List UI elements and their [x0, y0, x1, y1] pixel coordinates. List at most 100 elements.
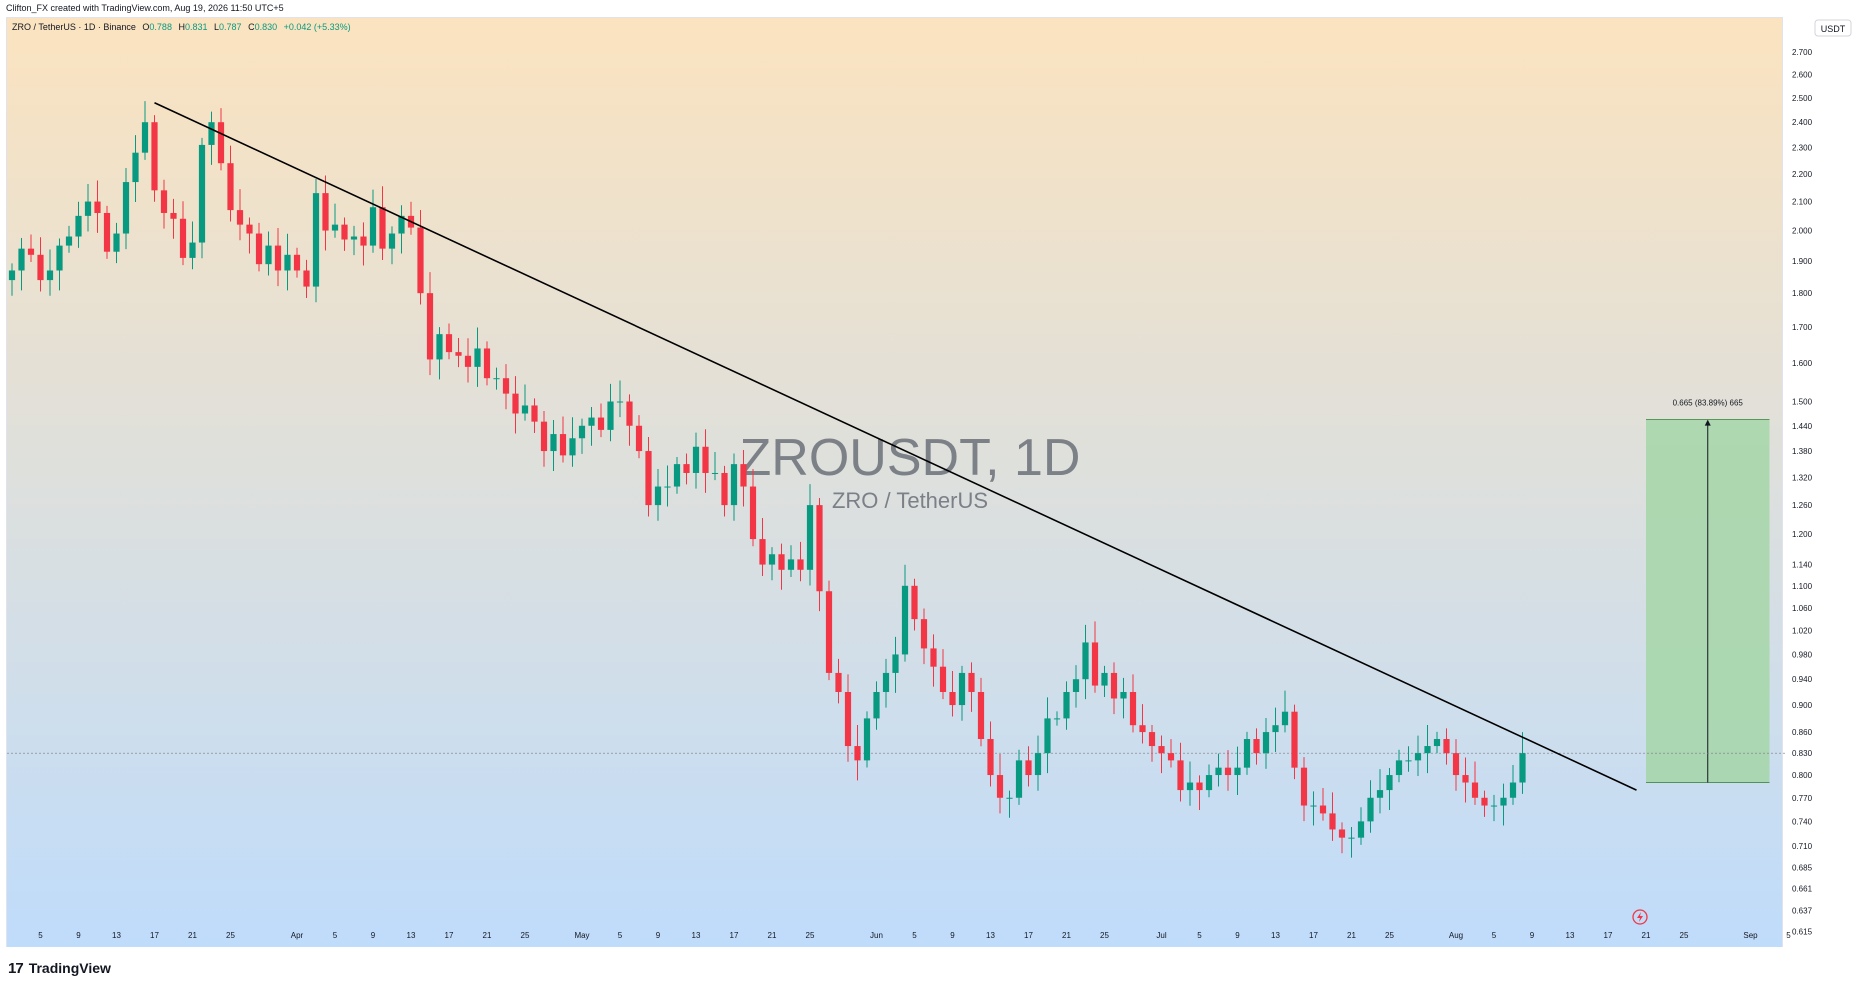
candle-body	[189, 242, 196, 258]
price-tick-label: 0.980	[1792, 650, 1813, 659]
candle-body	[1481, 797, 1488, 806]
time-tick-label: 9	[950, 931, 955, 940]
candle-body	[369, 207, 377, 246]
candle-body	[730, 464, 738, 506]
time-tick-label: 9	[371, 931, 376, 940]
candle-body	[1253, 739, 1260, 754]
candle-body	[1101, 672, 1108, 686]
descending-trendline[interactable]	[154, 101, 1637, 791]
time-tick-label: 17	[1604, 931, 1613, 940]
candle-body	[1471, 782, 1479, 798]
price-tick-label: 0.710	[1792, 842, 1813, 851]
price-range-arrowhead	[1704, 419, 1711, 426]
candle-body	[721, 472, 728, 506]
candle-body	[1490, 805, 1498, 807]
candle-body	[1348, 837, 1355, 839]
time-tick-label: 5	[38, 931, 43, 940]
time-tick-label: May	[574, 931, 589, 940]
candle-body	[1224, 767, 1232, 776]
tradingview-logo[interactable]: 17 TradingView	[8, 958, 111, 978]
candle-body	[996, 775, 1004, 798]
candle-body	[151, 122, 158, 191]
candle-body	[949, 691, 956, 706]
candle-body	[483, 348, 491, 379]
candle-body	[65, 236, 73, 246]
candle-body	[445, 334, 453, 353]
time-tick-label: Apr	[291, 931, 304, 940]
trendline-tool[interactable]	[154, 101, 1637, 791]
time-axis[interactable]: 5 9 13 17 21 25 Apr 5 9 13 17 21 25 May 5 9 13 17 21 25 Jun 5…	[38, 931, 1791, 940]
candle-body	[635, 425, 643, 452]
candle-body	[1376, 790, 1384, 798]
time-tick-label: 21	[1062, 931, 1071, 940]
candle-body	[664, 486, 671, 488]
candle-body	[303, 270, 310, 287]
price-tick-label: 0.860	[1792, 728, 1813, 737]
candle-body	[274, 245, 282, 271]
flash-icon[interactable]	[1632, 909, 1648, 925]
price-tick-label: 2.300	[1792, 143, 1813, 152]
candle-body	[1158, 746, 1165, 754]
candle-body	[759, 539, 766, 565]
candle-body	[417, 227, 424, 294]
candle-body	[1519, 753, 1526, 783]
candle-body	[939, 666, 947, 692]
price-tick-label: 0.615	[1792, 927, 1813, 936]
candle-body	[531, 405, 538, 422]
candle-body	[1338, 829, 1346, 838]
candle-body	[1395, 760, 1403, 776]
price-tick-label: 0.770	[1792, 794, 1813, 803]
candle-body	[350, 236, 358, 240]
candle-body	[825, 591, 833, 673]
tradingview-logo-text: TradingView	[28, 960, 111, 976]
candle-body	[1234, 767, 1241, 776]
candle-body	[512, 393, 519, 414]
candle-body	[75, 215, 82, 237]
candle-body	[1300, 767, 1308, 806]
candle-body	[607, 401, 614, 430]
price-axis[interactable]: 2.700 2.600 2.500 2.400 2.300 2.200 2.100 2.000…	[1792, 48, 1813, 936]
candle-body	[626, 401, 633, 426]
candle-body	[1357, 821, 1365, 838]
candle-body	[1462, 775, 1469, 783]
candle-body	[1063, 691, 1070, 719]
candlestick-chart[interactable]: ZROUSDT, 1D ZRO / TetherUS 0.665 (83.89%…	[0, 0, 1859, 960]
candle-body	[521, 405, 529, 414]
candle-body	[227, 163, 234, 211]
candle-body	[1319, 805, 1327, 814]
candle-body	[1215, 767, 1222, 776]
candle-body	[987, 739, 994, 776]
candle-body	[588, 417, 595, 426]
candle-body	[550, 434, 557, 452]
time-tick-label: 25	[1100, 931, 1109, 940]
candle-body	[540, 421, 548, 452]
price-tick-label: 1.200	[1792, 530, 1813, 539]
time-tick-label: Sep	[1743, 931, 1758, 940]
candle-body	[179, 218, 187, 258]
price-tick-label: 1.020	[1792, 627, 1813, 636]
price-tick-label: 2.400	[1792, 118, 1813, 127]
candle-body	[132, 152, 139, 183]
legend-low-value: 0.787	[219, 22, 242, 32]
price-tick-label: 1.500	[1792, 397, 1813, 406]
candle-body	[597, 417, 605, 430]
candle-body	[1262, 732, 1270, 754]
currency-badge[interactable]: USDT	[1814, 19, 1852, 37]
candle-body	[46, 270, 54, 281]
price-tick-label: 1.600	[1792, 359, 1813, 368]
currency-badge-box	[1814, 19, 1852, 37]
price-range-tool[interactable]: 0.665 (83.89%) 665	[1646, 399, 1770, 783]
candle-body	[322, 193, 329, 231]
candle-body	[160, 190, 168, 213]
candle-body	[930, 648, 937, 667]
candle-body	[236, 210, 244, 225]
price-tick-label: 0.800	[1792, 771, 1813, 780]
candle-body	[312, 193, 320, 287]
time-tick-label: 5	[1786, 931, 1791, 940]
price-tick-label: 2.200	[1792, 170, 1813, 179]
candle-body	[1072, 679, 1080, 692]
candle-body	[1148, 732, 1156, 747]
candle-body	[208, 122, 215, 145]
time-tick-label: 17	[445, 931, 454, 940]
candle-body	[901, 585, 909, 655]
